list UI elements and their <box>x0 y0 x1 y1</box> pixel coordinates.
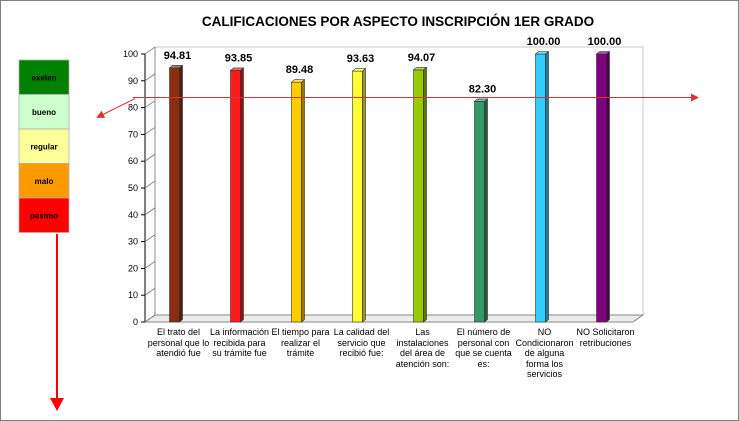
bar-top <box>412 67 428 71</box>
legend-item-malo: malo <box>18 163 70 199</box>
y-tick-label: 30 <box>128 237 138 247</box>
legend-label: regular <box>30 142 57 151</box>
y-tick-connector <box>144 234 156 243</box>
legend-swatch <box>18 163 70 199</box>
bar-top <box>595 51 611 55</box>
legend-label: malo <box>35 177 54 186</box>
y-tick-connector <box>144 100 156 109</box>
bar-side <box>301 79 305 323</box>
y-tick-label: 80 <box>128 103 138 113</box>
bar-side <box>179 64 183 323</box>
bar-top <box>534 51 550 55</box>
y-tick-connector <box>144 126 156 135</box>
bar-7: 100.00 <box>527 36 561 323</box>
legend-item-bueno: bueno <box>18 94 70 130</box>
x-category-label: El número de personal con que se cuenta … <box>455 327 512 369</box>
bar-side <box>423 66 427 323</box>
y-tick-connector <box>144 46 156 55</box>
legend-item-pesimo: pesimo <box>18 197 70 233</box>
bar-front <box>291 81 302 323</box>
bar-side <box>362 67 366 323</box>
bar-6: 82.30 <box>469 83 497 323</box>
y-tick-label: 40 <box>128 210 138 220</box>
bar-8: 100.00 <box>588 36 622 323</box>
bar-top <box>229 67 245 71</box>
bar-side <box>240 67 244 323</box>
x-category-label: NO Solicitaron retribuciones <box>576 327 635 348</box>
bar-value-label: 94.07 <box>408 52 436 64</box>
rating-legend: exelen bueno regular malo pesimo <box>18 59 70 233</box>
legend-item-regular: regular <box>18 128 70 164</box>
bar-side <box>484 98 488 323</box>
y-tick-label: 70 <box>128 129 138 139</box>
legend-label: bueno <box>32 108 56 117</box>
y-tick-label: 90 <box>128 76 138 86</box>
legend-item-exelen: exelen <box>18 59 70 95</box>
y-tick-label: 100 <box>123 49 138 59</box>
y-tick-connector <box>144 73 156 82</box>
bar-top <box>290 79 306 83</box>
bar-front <box>474 101 485 323</box>
bar-value-label: 93.85 <box>225 52 253 64</box>
legend-label: pesimo <box>30 211 58 220</box>
chart-floor <box>143 314 645 323</box>
y-tick-connector <box>144 287 156 296</box>
back-wall <box>155 46 644 315</box>
x-category-label: El trato del personal que lo atendió fue <box>147 327 210 358</box>
legend-swatch <box>18 94 70 130</box>
bar-side <box>606 50 610 323</box>
y-tick-connector <box>144 153 156 162</box>
bar-top <box>351 68 367 72</box>
bar-front <box>230 70 241 323</box>
bar-value-label: 89.48 <box>286 64 314 76</box>
y-tick-label: 50 <box>128 183 138 193</box>
bar-1: 94.81 <box>164 50 192 323</box>
bar-front <box>169 67 180 323</box>
y-tick-connector <box>144 260 156 269</box>
legend-swatch <box>18 128 70 164</box>
chart-bars: 94.81 93.85 89.48 93.63 94.07 82.30 100.00 100.… <box>164 36 622 323</box>
bar-front <box>535 53 546 323</box>
bar-top <box>168 65 184 69</box>
reference-pointer-arrow <box>96 98 136 118</box>
y-tick-connector <box>144 314 156 323</box>
bar-value-label: 82.30 <box>469 83 497 95</box>
chart-axes: 0 10 20 30 40 50 60 70 80 90 100 <box>123 46 645 327</box>
y-tick-connector <box>144 180 156 189</box>
bar-value-label: 93.63 <box>347 53 375 65</box>
y-tick-label: 60 <box>128 156 138 166</box>
x-category-label: El tiempo para realizar el trámite <box>271 327 330 358</box>
chart-overlay <box>50 93 699 411</box>
down-arrow-head <box>50 398 64 411</box>
bar-value-label: 100.00 <box>588 36 622 48</box>
bar-value-label: 94.81 <box>164 50 192 62</box>
bar-side <box>545 50 549 323</box>
y-tick-label: 20 <box>128 263 138 273</box>
x-category-label: La calidad del servicio que recibió fue: <box>333 327 390 358</box>
x-category-label: NO Condicionaron de alguna forma los ser… <box>515 327 574 379</box>
bar-front <box>352 70 363 323</box>
bar-value-label: 100.00 <box>527 36 561 48</box>
x-category-label: Las instalaciones del área de atención s… <box>395 327 450 369</box>
y-tick-label: 0 <box>133 317 138 327</box>
bar-front <box>413 69 424 323</box>
bar-front <box>596 53 607 323</box>
y-tick-connector <box>144 207 156 216</box>
legend-label: exelen <box>32 73 57 82</box>
bar-3: 89.48 <box>286 64 314 323</box>
y-tick-label: 10 <box>128 290 138 300</box>
bar-4: 93.63 <box>347 53 375 323</box>
bar-top <box>473 98 489 102</box>
x-category-label: La información recibida para su trámite … <box>209 327 270 358</box>
bar-2: 93.85 <box>225 52 253 323</box>
legend-swatch <box>18 197 70 233</box>
bar-5: 94.07 <box>408 52 436 323</box>
chart-title: CALIFICACIONES POR ASPECTO INSCRIPCIÓN 1… <box>202 14 594 29</box>
